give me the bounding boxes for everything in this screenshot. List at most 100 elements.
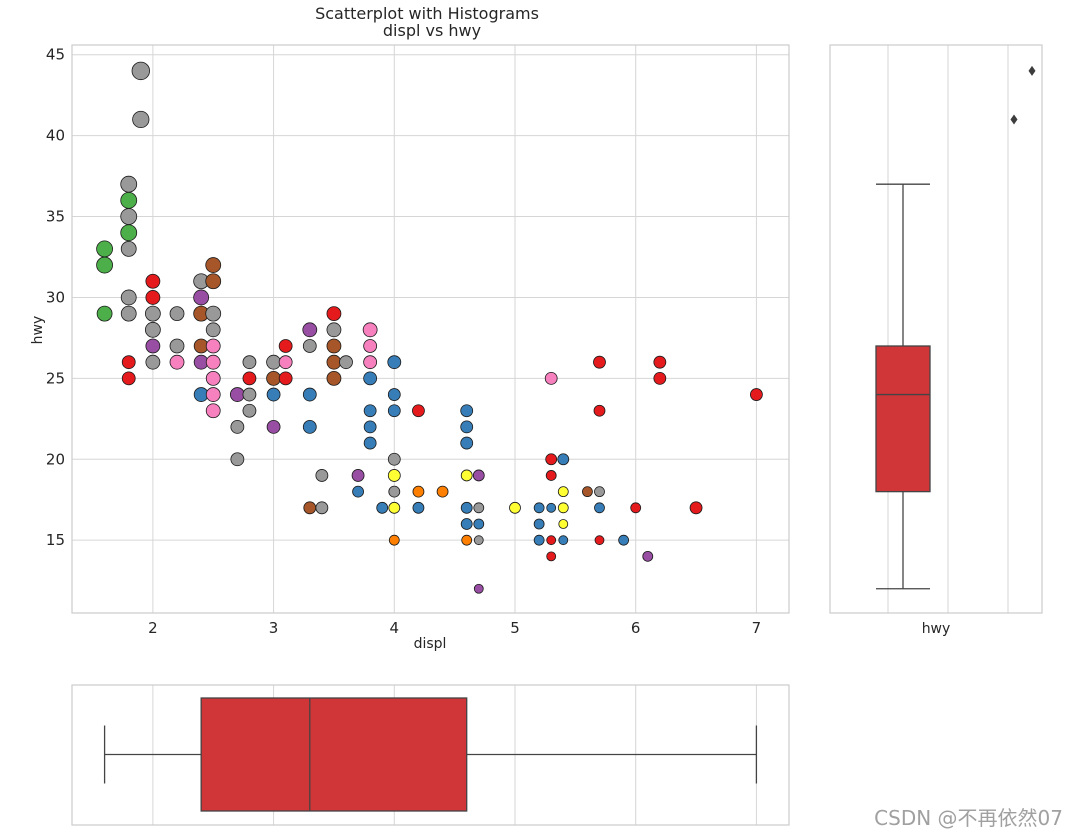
hwy-boxplot-frame <box>829 44 1043 614</box>
y-tick-label: 30 <box>46 288 65 306</box>
scatter-point <box>363 339 378 353</box>
scatter-point <box>144 321 161 338</box>
scatter-point <box>266 354 281 370</box>
scatter-point <box>363 436 377 450</box>
scatter-point <box>544 371 558 385</box>
scatter-point <box>352 485 364 498</box>
hwy-boxplot-panel <box>829 44 1043 614</box>
x-tick-labels: 2 3 4 5 6 7 <box>148 619 761 637</box>
scatter-point <box>145 354 161 370</box>
scatter-point <box>326 354 342 370</box>
scatter-point <box>412 501 425 514</box>
scatter-point <box>594 535 605 546</box>
x-tick-label: 7 <box>752 619 762 637</box>
scatter-point <box>363 420 377 434</box>
scatter-point <box>387 452 401 466</box>
scatter-point <box>557 486 569 498</box>
scatter-point <box>120 175 138 193</box>
x-tick-label: 2 <box>148 619 158 637</box>
scatter-point <box>242 403 257 418</box>
scatter-point <box>205 387 221 402</box>
chart-title: Scatterplot with Histograms <box>315 4 539 23</box>
scatter-point <box>120 224 138 242</box>
scatter-point <box>205 305 222 322</box>
scatter-point <box>96 240 113 258</box>
scatter-point <box>362 322 378 338</box>
x-axis-label: displ <box>414 636 447 652</box>
scatter-point <box>315 501 329 515</box>
scatter-point <box>145 290 161 305</box>
scatter-point <box>132 110 150 129</box>
scatter-point <box>278 371 293 386</box>
scatter-point <box>120 289 137 306</box>
scatter-point <box>472 469 485 482</box>
scatter-point <box>460 420 474 434</box>
hwy-box <box>875 345 931 493</box>
scatter-point <box>460 404 474 418</box>
displ-boxplot-panel <box>71 684 790 826</box>
scatter-point <box>387 355 402 370</box>
watermark: CSDN @不再依然07 <box>874 806 1063 830</box>
scatter-point <box>412 404 425 418</box>
scatter-point <box>533 518 545 530</box>
hwy-outlier <box>1028 65 1036 76</box>
scatter-point <box>205 354 221 370</box>
scatter-point <box>302 339 317 353</box>
scatter-point <box>326 338 342 354</box>
scatter-point <box>351 469 365 482</box>
scatter-point <box>387 469 401 482</box>
scatter-point <box>557 502 569 514</box>
scatter-point <box>193 289 210 306</box>
displ-box <box>200 697 468 812</box>
scatter-point <box>412 485 425 498</box>
scatter-point <box>315 469 329 482</box>
scatter-point <box>593 404 606 417</box>
scatter-point <box>326 322 342 338</box>
scatter-point <box>96 305 113 322</box>
scatter-point <box>120 191 138 209</box>
scatter-point <box>546 535 557 546</box>
x-tick-label: 3 <box>269 619 279 637</box>
scatter-point <box>618 534 630 546</box>
scatter-point <box>533 502 545 514</box>
scatter-point <box>460 436 474 450</box>
scatter-point <box>326 306 342 322</box>
y-tick-label: 40 <box>46 127 65 145</box>
scatter-point <box>278 355 293 370</box>
scatter-point <box>533 534 545 546</box>
scatter-point <box>302 420 317 434</box>
scatter-point <box>376 501 389 514</box>
scatter-point <box>131 61 151 81</box>
scatter-point <box>388 485 401 498</box>
scatter-point <box>460 501 473 514</box>
scatter-frame <box>71 44 790 614</box>
y-tick-label: 45 <box>46 46 65 64</box>
scatter-point <box>363 371 378 386</box>
scatter-point <box>145 273 161 289</box>
scatter-point <box>242 355 257 370</box>
y-tick-label: 20 <box>46 450 65 468</box>
scatter-point <box>509 501 521 514</box>
scatter-point <box>582 486 593 498</box>
x-tick-label: 5 <box>510 619 520 637</box>
x-tick-label: 6 <box>631 619 641 637</box>
scatter-point <box>461 534 473 546</box>
scatter-point <box>594 486 605 498</box>
scatter-points <box>96 61 763 594</box>
scatter-point <box>205 322 221 338</box>
scatter-point <box>303 501 317 515</box>
scatter-point <box>205 403 221 419</box>
scatter-point <box>326 370 342 386</box>
chart-subtitle: displ vs hwy <box>383 21 481 40</box>
scatter-point <box>266 420 281 434</box>
scatter-point <box>388 534 400 546</box>
scatter-point <box>169 354 185 370</box>
scatter-point <box>205 257 222 273</box>
scatter-point <box>558 519 569 529</box>
y-tick-label: 35 <box>46 208 65 226</box>
scatter-point <box>545 470 557 481</box>
scatter-point <box>363 355 378 370</box>
scatter-point <box>205 273 222 290</box>
scatter-point <box>169 338 185 354</box>
